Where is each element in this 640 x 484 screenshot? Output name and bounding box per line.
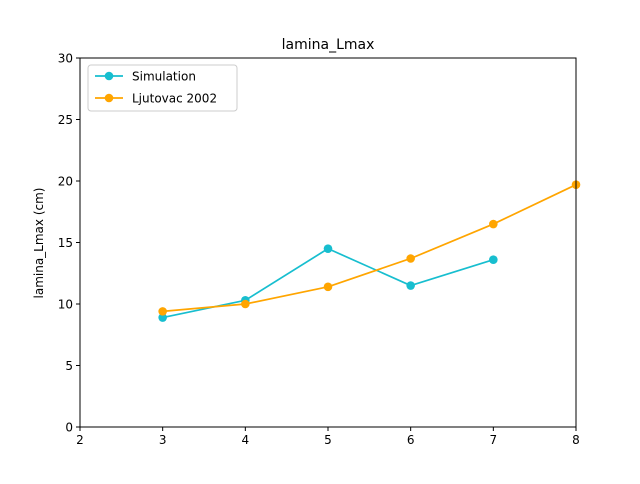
y-tick-label: 30 [58, 52, 73, 66]
data-point [406, 281, 415, 290]
x-tick-label: 7 [490, 433, 498, 447]
legend-label: Simulation [132, 70, 196, 84]
data-point [158, 313, 167, 322]
x-tick-label: 2 [76, 433, 84, 447]
legend-marker [104, 71, 114, 81]
x-tick-label: 3 [159, 433, 167, 447]
y-tick-label: 20 [58, 175, 73, 189]
data-point [406, 254, 415, 263]
series-line-1 [162, 183, 577, 313]
data-point [241, 299, 250, 309]
legend-box [87, 64, 238, 112]
legend-label: Ljutovac 2002 [132, 92, 217, 106]
y-axis-label: lamina_Lmax (cm) [32, 188, 46, 299]
y-tick-label: 5 [65, 359, 73, 373]
y-tick-label: 25 [58, 113, 73, 127]
x-tick-label: 5 [324, 433, 332, 447]
y-tick-label: 0 [65, 421, 73, 435]
x-tick-label: 8 [572, 433, 580, 447]
x-tick-label: 6 [407, 433, 415, 447]
data-point [489, 255, 498, 265]
y-tick-label: 10 [58, 298, 73, 312]
data-point [323, 282, 333, 292]
x-tick-label: 4 [242, 433, 250, 447]
plot-frame [79, 57, 577, 428]
chart-title: lamina_Lmax [282, 37, 375, 53]
y-tick-label: 15 [58, 236, 73, 250]
legend-marker [104, 93, 114, 103]
data-point [489, 219, 498, 229]
data-point [158, 307, 167, 316]
data-point [323, 244, 333, 253]
